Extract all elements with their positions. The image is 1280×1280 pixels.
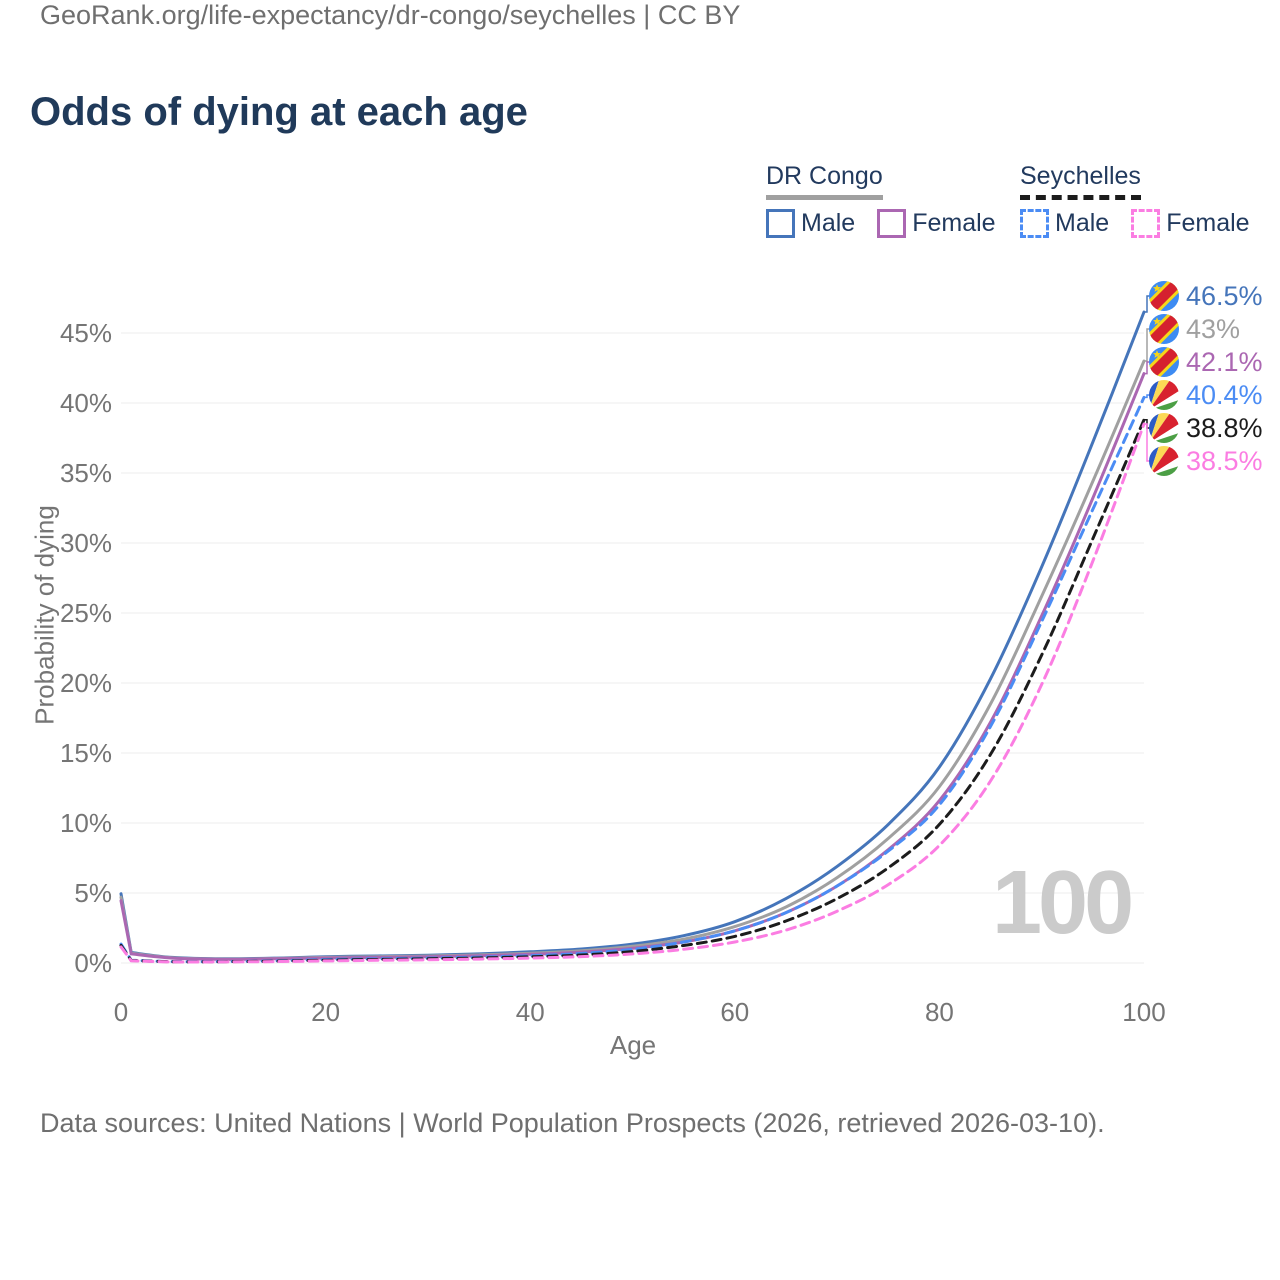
x-axis-title: Age — [609, 1030, 657, 1060]
data-sources-text: Data sources: United Nations | World Pop… — [40, 1108, 1105, 1138]
end-value: 38.8% — [1186, 412, 1263, 443]
series-lines — [119, 310, 1146, 964]
end-value: 43% — [1186, 313, 1241, 344]
x-tick-label: 100 — [1122, 997, 1165, 1027]
y-tick-label: 30% — [60, 528, 112, 558]
attribution-text: GeoRank.org/life-expectancy/dr-congo/sey… — [40, 0, 741, 30]
legend-swatch-drc-male — [766, 209, 795, 238]
y-tick-label: 25% — [60, 598, 112, 628]
series-line-seychelles-female — [119, 422, 1146, 964]
legend-title-dr-congo: DR Congo — [766, 162, 883, 200]
seychelles-flag-icon — [1149, 380, 1179, 410]
series-line-seychelles-both-sexes — [119, 418, 1146, 964]
series-line-dr-congo-both-sexes — [119, 359, 1146, 961]
gridlines: 0% 5% 10% 15% 20% 25% 30% 35% 40% 45% — [60, 318, 1144, 978]
x-axis-ticks: 0 20 40 60 80 100 — [114, 997, 1166, 1027]
legend-label-drc-female: Female — [912, 209, 996, 237]
end-label-drc-both: 43% — [1149, 314, 1240, 344]
end-label-sey-both: 38.8% — [1149, 413, 1263, 443]
y-tick-label: 40% — [60, 388, 112, 418]
legend-swatch-sey-female — [1131, 209, 1161, 238]
x-tick-label: 60 — [720, 997, 749, 1027]
y-axis-title: Probability of dying — [29, 505, 60, 725]
series-line-dr-congo-male — [119, 310, 1146, 961]
legend-item-drc-female: Female — [877, 209, 996, 238]
x-tick-label: 0 — [114, 997, 128, 1027]
age-watermark: 100 — [992, 853, 1134, 953]
y-tick-label: 20% — [60, 668, 112, 698]
legend-label-sey-male: Male — [1055, 209, 1110, 237]
x-tick-label: 80 — [925, 997, 954, 1027]
x-tick-label: 20 — [311, 997, 340, 1027]
legend-swatch-sey-male — [1020, 209, 1049, 238]
y-tick-label: 15% — [60, 738, 112, 768]
end-value: 46.5% — [1186, 280, 1263, 311]
dr-congo-flag-icon — [1149, 347, 1179, 377]
end-value: 38.5% — [1186, 445, 1263, 476]
legend-group-seychelles: Seychelles Male Female — [1020, 162, 1250, 238]
legend-title-seychelles: Seychelles — [1020, 162, 1141, 200]
y-tick-label: 35% — [60, 458, 112, 488]
page-title: Odds of dying at each age — [30, 90, 528, 134]
end-label-sey-male: 40.4% — [1149, 380, 1263, 410]
legend-label-drc-male: Male — [801, 209, 856, 237]
seychelles-flag-icon — [1149, 446, 1179, 476]
end-label-drc-male: 46.5% — [1149, 281, 1263, 311]
legend-item-drc-male: Male — [766, 209, 855, 238]
end-label-connectors — [1144, 295, 1150, 462]
series-line-dr-congo-female — [119, 372, 1146, 961]
y-tick-label: 10% — [60, 808, 112, 838]
x-tick-label: 40 — [516, 997, 545, 1027]
legend-item-sey-female: Female — [1131, 209, 1250, 238]
dr-congo-flag-icon — [1149, 281, 1179, 311]
y-tick-label: 0% — [74, 948, 112, 978]
end-value: 42.1% — [1186, 346, 1263, 377]
end-label-drc-female: 42.1% — [1149, 347, 1263, 377]
y-tick-label: 45% — [60, 318, 112, 348]
dr-congo-flag-icon — [1149, 314, 1179, 344]
y-tick-label: 5% — [74, 878, 112, 908]
legend-label-sey-female: Female — [1166, 209, 1250, 237]
legend-swatch-drc-female — [877, 209, 907, 238]
seychelles-flag-icon — [1149, 413, 1179, 443]
end-value: 40.4% — [1186, 379, 1263, 410]
legend-item-sey-male: Male — [1020, 209, 1109, 238]
end-label-sey-female: 38.5% — [1149, 446, 1263, 476]
legend-group-dr-congo: DR Congo Male Female — [766, 162, 996, 238]
